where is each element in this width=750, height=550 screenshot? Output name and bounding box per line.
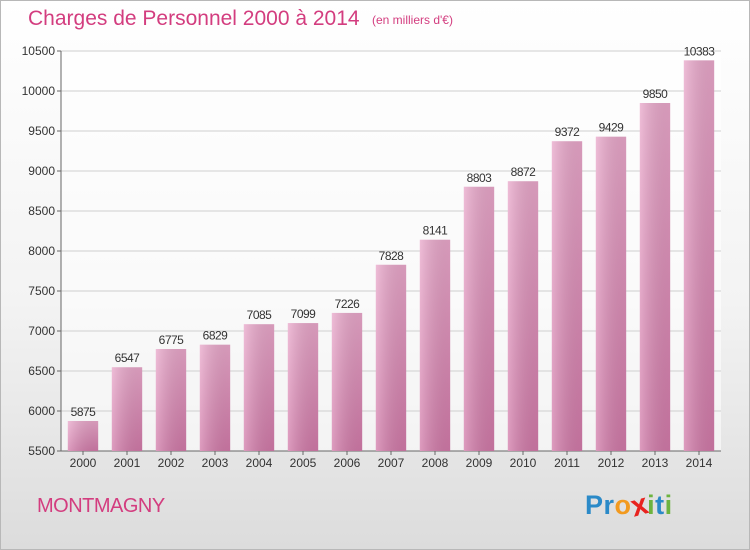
logo-letter: i xyxy=(647,490,656,520)
x-tick-label: 2008 xyxy=(422,456,449,470)
y-tick-label: 10000 xyxy=(22,84,56,98)
x-tick-label: 2007 xyxy=(378,456,405,470)
bar-value-label: 8803 xyxy=(467,171,493,185)
bar-shade xyxy=(111,367,143,451)
bar-value-label: 6547 xyxy=(115,351,141,365)
x-tick-label: 2013 xyxy=(642,456,669,470)
proxiti-logo: Proxiti xyxy=(585,487,673,523)
bar-shade xyxy=(683,60,715,452)
x-tick-label: 2014 xyxy=(686,456,713,470)
bar-value-label: 5875 xyxy=(71,405,97,419)
bar-value-label: 8141 xyxy=(423,224,449,238)
bar-shade xyxy=(375,264,407,451)
y-tick-label: 8000 xyxy=(28,244,55,258)
bar-shade xyxy=(639,103,671,451)
bar-value-label: 9372 xyxy=(555,125,581,139)
x-tick-label: 2003 xyxy=(202,456,229,470)
bar-shade xyxy=(287,323,319,451)
logo-letter: t xyxy=(655,490,665,520)
bar-shade xyxy=(507,181,539,452)
bar-value-label: 7828 xyxy=(379,249,405,263)
bar-value-label: 9850 xyxy=(643,87,669,101)
x-tick-label: 2002 xyxy=(158,456,185,470)
logo-letter: r xyxy=(603,490,615,520)
logo-letter: P xyxy=(585,490,604,520)
bar-value-label: 7226 xyxy=(335,297,361,311)
bar-shade xyxy=(463,186,495,451)
bar-value-label: 7099 xyxy=(291,307,317,321)
logo-letter: i xyxy=(664,490,673,520)
bar-value-label: 7085 xyxy=(247,308,273,322)
y-tick-label: 8500 xyxy=(28,204,55,218)
chart-title: Charges de Personnel 2000 à 2014 xyxy=(28,7,360,30)
bar-shade xyxy=(419,239,451,451)
bar-value-label: 6829 xyxy=(203,329,229,343)
y-tick-label: 6500 xyxy=(28,364,55,378)
bar-value-label: 9429 xyxy=(599,121,625,135)
bar-shade xyxy=(243,324,275,451)
x-tick-label: 2006 xyxy=(334,456,361,470)
x-tick-label: 2001 xyxy=(114,456,141,470)
x-tick-label: 2004 xyxy=(246,456,273,470)
bar-shade xyxy=(331,312,363,451)
x-tick-label: 2011 xyxy=(554,456,580,470)
bar-shade xyxy=(199,344,231,451)
x-tick-label: 2000 xyxy=(70,456,97,470)
y-tick-label: 5500 xyxy=(28,444,55,458)
x-tick-label: 2012 xyxy=(598,456,625,470)
y-tick-label: 7000 xyxy=(28,324,55,338)
bar-shade xyxy=(67,421,99,451)
y-tick-label: 6000 xyxy=(28,404,55,418)
place-name: MONTMAGNY xyxy=(37,495,165,517)
bar-shade xyxy=(155,349,187,451)
chart-subtitle: (en milliers d'€) xyxy=(372,13,453,27)
logo-letter: o xyxy=(614,490,632,520)
y-tick-label: 9000 xyxy=(28,164,55,178)
bar-value-label: 10383 xyxy=(684,44,716,58)
x-tick-label: 2009 xyxy=(466,456,493,470)
y-tick-label: 9500 xyxy=(28,124,55,138)
bar-value-label: 6775 xyxy=(159,333,185,347)
x-tick-label: 2010 xyxy=(510,456,537,470)
bar-value-label: 8872 xyxy=(511,165,537,179)
bar-shade xyxy=(551,141,583,452)
y-tick-label: 10500 xyxy=(22,44,56,58)
bar-shade xyxy=(595,136,627,451)
x-tick-label: 2005 xyxy=(290,456,317,470)
y-tick-label: 7500 xyxy=(28,284,55,298)
